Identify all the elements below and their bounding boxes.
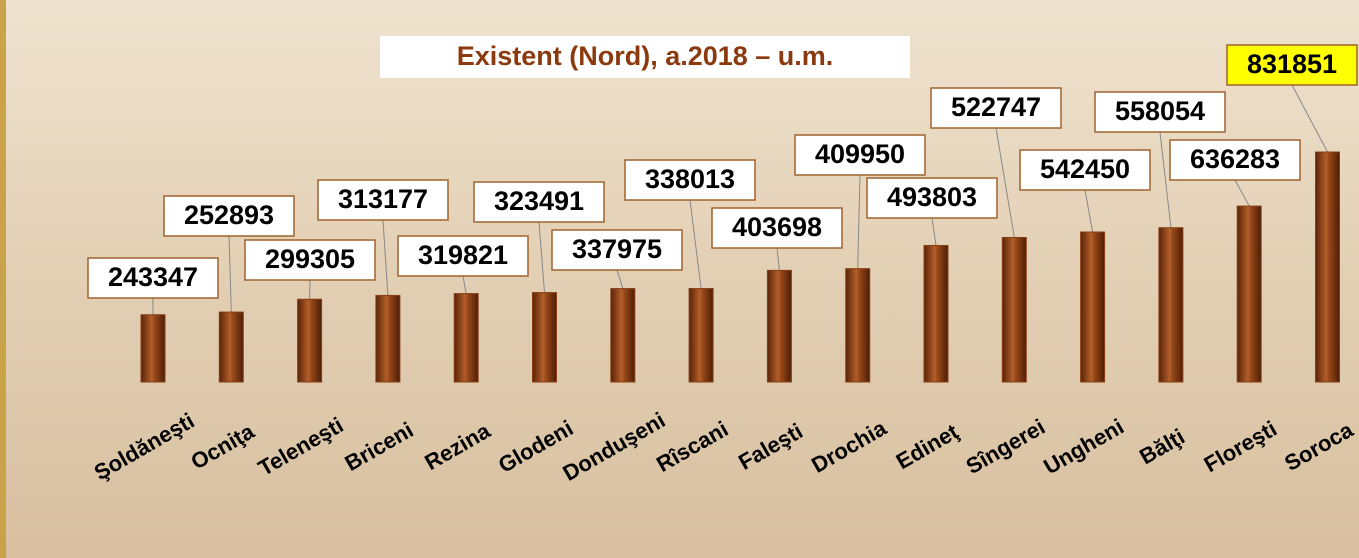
value-label: 299305 bbox=[265, 244, 355, 274]
value-label: 252893 bbox=[184, 200, 274, 230]
bar bbox=[376, 295, 400, 382]
value-label: 323491 bbox=[494, 186, 584, 216]
value-label: 403698 bbox=[732, 212, 822, 242]
bar bbox=[689, 289, 713, 382]
chart-title: Existent (Nord), a.2018 – u.m. bbox=[457, 41, 834, 71]
left-accent bbox=[0, 0, 6, 558]
value-label: 636283 bbox=[1190, 144, 1280, 174]
bar bbox=[1159, 228, 1183, 382]
bar bbox=[767, 270, 791, 382]
value-label: 409950 bbox=[815, 139, 905, 169]
bar bbox=[1081, 232, 1105, 382]
value-label: 831851 bbox=[1247, 49, 1337, 79]
bar bbox=[298, 299, 322, 382]
bar bbox=[533, 293, 557, 382]
value-label: 493803 bbox=[887, 182, 977, 212]
bar bbox=[1002, 237, 1026, 382]
value-label: 319821 bbox=[418, 240, 508, 270]
value-label: 338013 bbox=[645, 164, 735, 194]
bar bbox=[1237, 206, 1261, 382]
value-label: 522747 bbox=[951, 92, 1041, 122]
bar bbox=[1316, 152, 1340, 382]
bar bbox=[846, 269, 870, 382]
value-label: 243347 bbox=[108, 262, 198, 292]
value-label: 337975 bbox=[572, 234, 662, 264]
bar bbox=[924, 245, 948, 382]
bar bbox=[611, 289, 635, 382]
value-label: 542450 bbox=[1040, 154, 1130, 184]
bar bbox=[454, 294, 478, 382]
value-label: 558054 bbox=[1115, 96, 1205, 126]
value-label: 313177 bbox=[338, 184, 428, 214]
chart: Existent (Nord), a.2018 – u.m. 243347Şol… bbox=[0, 0, 1359, 558]
bar bbox=[141, 315, 165, 382]
bar bbox=[219, 312, 243, 382]
